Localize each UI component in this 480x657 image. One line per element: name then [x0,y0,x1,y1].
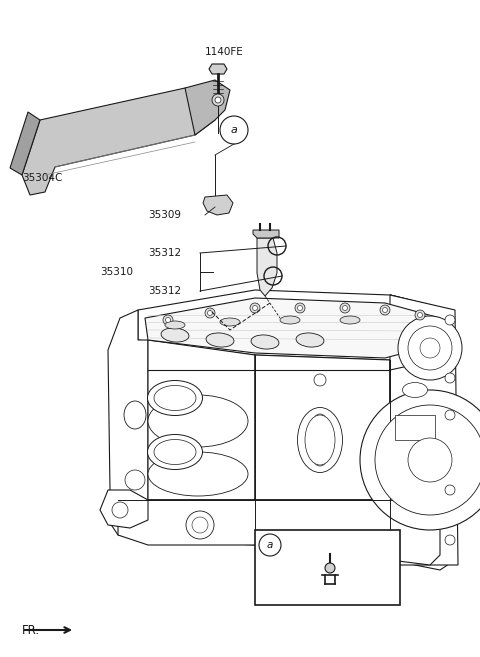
Ellipse shape [298,407,343,472]
Polygon shape [390,295,455,570]
Circle shape [250,303,260,313]
Text: a: a [230,125,238,135]
Circle shape [112,502,128,518]
Circle shape [163,315,173,325]
Circle shape [380,305,390,315]
Ellipse shape [340,316,360,324]
Circle shape [314,414,326,426]
Polygon shape [22,88,215,195]
Polygon shape [108,500,440,560]
Circle shape [186,511,214,539]
Ellipse shape [147,380,203,415]
Ellipse shape [124,401,146,429]
Ellipse shape [403,382,428,397]
Circle shape [340,303,350,313]
Polygon shape [138,290,450,360]
Circle shape [295,303,305,313]
Text: 1140FE: 1140FE [205,47,244,57]
Circle shape [445,373,455,383]
Ellipse shape [220,318,240,326]
Circle shape [192,517,208,533]
Circle shape [445,535,455,545]
Circle shape [125,470,145,490]
Polygon shape [255,355,390,500]
Circle shape [420,338,440,358]
Polygon shape [145,298,440,358]
Ellipse shape [296,333,324,347]
Ellipse shape [280,316,300,324]
Circle shape [445,410,455,420]
Polygon shape [253,230,279,238]
Circle shape [207,311,213,315]
Polygon shape [185,80,230,135]
Ellipse shape [148,395,248,447]
Polygon shape [108,310,148,505]
Ellipse shape [165,321,185,329]
Circle shape [408,438,452,482]
Circle shape [445,315,455,325]
Circle shape [205,308,215,318]
Circle shape [383,307,387,313]
Polygon shape [148,340,255,500]
Polygon shape [203,195,233,215]
Circle shape [418,313,422,317]
Circle shape [166,317,170,323]
Text: 35304C: 35304C [22,173,62,183]
Text: a: a [267,540,273,550]
Circle shape [415,310,425,320]
Polygon shape [10,112,40,175]
Circle shape [325,563,335,573]
Circle shape [343,306,348,311]
Circle shape [408,326,452,370]
Polygon shape [100,490,148,528]
Ellipse shape [206,333,234,347]
Ellipse shape [154,440,196,464]
Polygon shape [118,500,440,565]
Circle shape [360,390,480,530]
Polygon shape [209,64,227,74]
Ellipse shape [161,328,189,342]
Text: FR.: FR. [22,623,40,637]
Circle shape [314,454,326,466]
Circle shape [314,374,326,386]
Text: 35312: 35312 [148,248,181,258]
Circle shape [215,97,221,103]
Ellipse shape [251,335,279,349]
Bar [255,530,400,605]
Circle shape [398,316,462,380]
Ellipse shape [147,434,203,470]
Text: 35309: 35309 [148,210,181,220]
Circle shape [212,94,224,106]
Ellipse shape [154,386,196,411]
Circle shape [252,306,257,311]
Ellipse shape [148,452,248,496]
Polygon shape [257,238,277,296]
Circle shape [375,405,480,515]
Text: 35312: 35312 [148,286,181,296]
Polygon shape [390,295,458,565]
Circle shape [298,306,302,311]
Bar [395,415,435,440]
Circle shape [445,485,455,495]
Text: 35310: 35310 [100,267,133,277]
Ellipse shape [305,415,335,465]
Text: 31337F: 31337F [298,543,337,553]
